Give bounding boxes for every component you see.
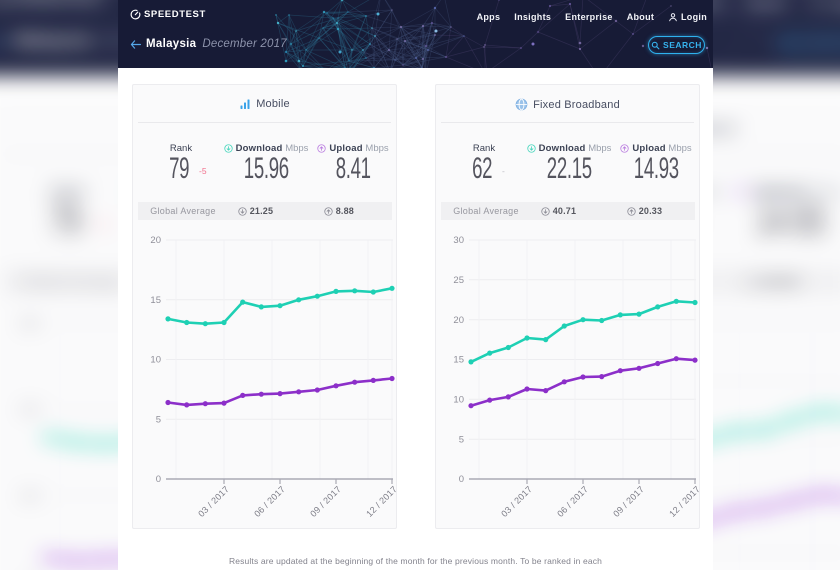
svg-text:20: 20: [21, 316, 37, 332]
svg-text:0: 0: [459, 474, 464, 485]
svg-text:20: 20: [150, 235, 161, 246]
svg-text:5: 5: [459, 434, 464, 445]
svg-text:10: 10: [150, 355, 161, 366]
svg-text:10: 10: [21, 488, 37, 504]
svg-text:15: 15: [453, 355, 464, 366]
svg-text:15: 15: [150, 295, 161, 306]
svg-text:10: 10: [453, 395, 464, 406]
svg-text:30: 30: [453, 235, 464, 246]
svg-text:25: 25: [453, 275, 464, 286]
svg-text:5: 5: [156, 414, 161, 425]
svg-text:20: 20: [453, 315, 464, 326]
svg-text:0: 0: [156, 474, 161, 485]
svg-text:15: 15: [21, 402, 37, 418]
